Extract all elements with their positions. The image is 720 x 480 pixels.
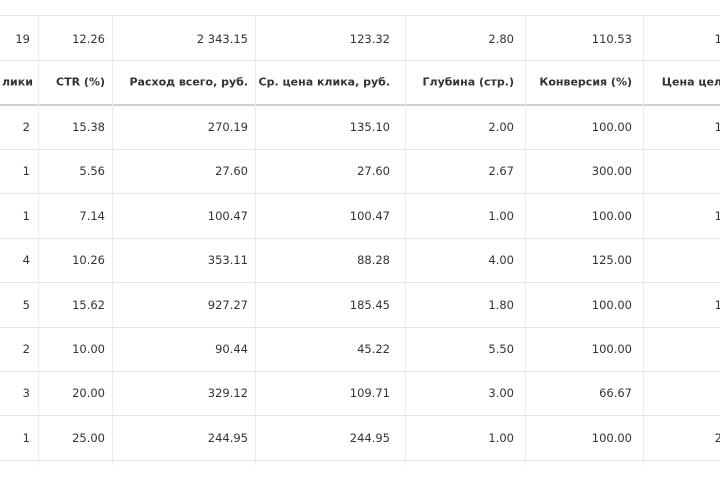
row-border (0, 15, 720, 16)
table-cell: 270.19 (207, 120, 248, 134)
table-cell: 27.60 (215, 164, 248, 179)
table-cell: 1 (714, 297, 720, 312)
row-border (0, 193, 720, 195)
table-cell: 2.67 (488, 164, 514, 179)
table-cell: 27.60 (357, 164, 390, 179)
row-border (0, 282, 720, 284)
table-cell: 1 (22, 208, 30, 223)
row-border (0, 459, 720, 461)
table-cell: 1 (714, 120, 720, 134)
header-cell: CTR (%) (56, 75, 105, 89)
row-border (0, 149, 720, 150)
table-cell: 1 (22, 164, 30, 179)
table-cell: 125.00 (591, 253, 632, 268)
column-border (405, 15, 406, 465)
header-cell: лики (2, 75, 33, 89)
table-cell: 100.00 (591, 430, 632, 445)
table-cell: 100.00 (591, 342, 632, 356)
table-cell: 927.27 (207, 297, 248, 312)
table-cell: 110.53 (591, 32, 632, 46)
table-cell: 2 (714, 430, 720, 445)
table-cell: 10.26 (72, 253, 105, 268)
header-cell: Глубина (стр.) (422, 75, 514, 89)
table-cell: 20.00 (72, 386, 105, 401)
table-cell: 1.00 (488, 430, 514, 445)
column-border (255, 15, 256, 465)
header-cell: Ср. цена клика, руб. (258, 75, 390, 89)
table-cell: 109.71 (349, 386, 390, 401)
table-cell: 4 (22, 253, 30, 268)
header-cell: Конверсия (%) (539, 75, 632, 89)
table-cell: 1 (714, 32, 720, 46)
column-border (112, 15, 113, 465)
column-border (525, 15, 526, 465)
table-cell: 5.56 (79, 164, 105, 179)
row-border (0, 60, 720, 61)
table-cell: 2 343.15 (196, 32, 248, 46)
table-cell: 2 (22, 120, 30, 134)
table-cell: 12.26 (72, 32, 105, 46)
table-cell: 1 (22, 430, 30, 445)
table-cell: 100.47 (207, 208, 248, 223)
table-cell: 100.00 (591, 297, 632, 312)
table-cell: 1 (714, 208, 720, 223)
row-border (0, 237, 720, 239)
table-cell: 3 (22, 386, 30, 401)
table-cell: 10.00 (72, 342, 105, 356)
table-cell: 2 (22, 342, 30, 356)
header-cell: Цена цел (661, 75, 720, 89)
row-border (0, 415, 720, 417)
table-cell: 1.00 (488, 208, 514, 223)
table-cell: 329.12 (207, 386, 248, 401)
table-cell: 5 (22, 297, 30, 312)
row-border (0, 326, 720, 328)
table-cell: 3.00 (488, 386, 514, 401)
table-cell: 2.00 (488, 120, 514, 134)
table-cell: 185.45 (349, 297, 390, 312)
row-border (0, 371, 720, 372)
table-cell: 19 (15, 32, 30, 46)
table-cell: 300.00 (591, 164, 632, 179)
table-cell: 15.62 (72, 297, 105, 312)
table-cell: 66.67 (599, 386, 632, 401)
table-cell: 123.32 (349, 32, 390, 46)
header-border (0, 104, 720, 106)
table-cell: 15.38 (72, 120, 105, 134)
header-cell: Расход всего, руб. (129, 75, 248, 89)
table-cell: 45.22 (357, 342, 390, 356)
table-cell: 244.95 (207, 430, 248, 445)
table-cell: 135.10 (349, 120, 390, 134)
table-cell: 353.11 (207, 253, 248, 268)
table-cell: 100.00 (591, 208, 632, 223)
table-cell: 88.28 (357, 253, 390, 268)
table-cell: 100.47 (349, 208, 390, 223)
table-cell: 4.00 (488, 253, 514, 268)
table-cell: 25.00 (72, 430, 105, 445)
table-cell: 244.95 (349, 430, 390, 445)
table-cell: 5.50 (488, 342, 514, 356)
table-cell: 2.80 (488, 32, 514, 46)
table-cell: 1.80 (488, 297, 514, 312)
column-border (643, 15, 644, 465)
table-cell: 7.14 (79, 208, 105, 223)
table-cell: 90.44 (215, 342, 248, 356)
table-cell: 100.00 (591, 120, 632, 134)
column-border (38, 15, 39, 465)
